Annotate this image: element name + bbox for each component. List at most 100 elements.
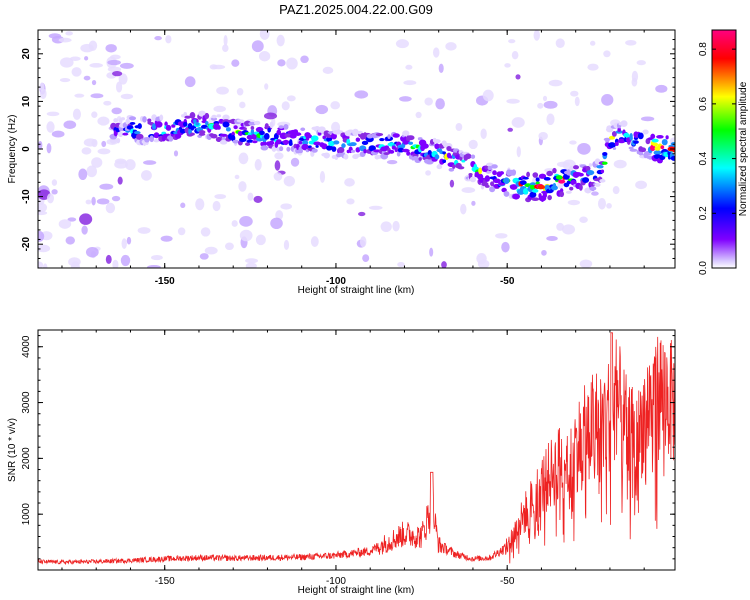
spectrogram-ridge-cell	[601, 161, 608, 165]
spectrogram-noise-cell	[48, 33, 62, 39]
spectrogram-noise-cell	[247, 192, 254, 201]
spectrogram-noise-cell	[204, 246, 218, 255]
spectrogram-noise-cell	[504, 63, 511, 68]
spectrogram-noise-cell	[625, 39, 637, 46]
spectrogram-noise-cell	[368, 205, 383, 210]
spectrogram-ridge-cell	[529, 191, 537, 198]
spectrogram-ridge-cell	[232, 139, 239, 144]
spectrogram-noise-cell	[97, 116, 110, 126]
spectrogram-ridge-cell	[535, 177, 540, 182]
spectrogram-noise-cell	[58, 37, 72, 43]
spectrogram-noise-cell	[96, 198, 110, 205]
spectrogram-ridge-cell	[286, 146, 291, 152]
spectrogram-noise-cell	[471, 200, 476, 206]
spectrogram-ridge-cell	[628, 146, 634, 150]
spectrogram-ridge-cell	[253, 120, 261, 126]
spectrogram-ridge-cell	[614, 141, 619, 146]
spectrogram-noise-cell	[501, 241, 510, 253]
spectrogram-noise-cell	[126, 236, 132, 245]
spectrogram-noise-cell	[89, 63, 103, 68]
spectrogram-noise-cell	[177, 227, 186, 236]
spectrogram-noise-cell	[556, 161, 570, 168]
spectrogram-ridge-cell	[402, 130, 410, 137]
spectrogram-ridge-cell	[647, 155, 653, 160]
spectrogram-ridge-cell	[653, 150, 662, 156]
spectrogram-y-label: Frequency (Hz)	[7, 115, 18, 184]
spectrogram-ridge-cell	[617, 138, 626, 144]
spectrogram-ridge-cell	[190, 132, 195, 136]
spectrogram-ridge-cell	[129, 116, 137, 121]
spectrogram-noise-cell	[468, 139, 478, 150]
spectrogram-noise-cell	[274, 160, 281, 171]
spectrogram-ridge-cell	[267, 127, 271, 133]
spectrogram-noise-cell	[85, 199, 92, 205]
spectrogram-noise-cell	[579, 216, 588, 223]
spectrogram-ridge-cell	[511, 169, 517, 176]
spectrogram-noise-cell	[70, 261, 80, 268]
spectrogram-ridge-cell	[300, 127, 306, 132]
spectrogram-noise-cell	[567, 199, 581, 206]
spectrogram-ridge-cell	[237, 131, 243, 136]
spectrogram-noise-cell	[79, 213, 93, 225]
spectrogram-noise-cell	[613, 159, 627, 169]
spectrogram-ridge-cell	[637, 132, 644, 140]
spectrogram-noise-cell	[120, 93, 134, 100]
spectrogram-noise-cell	[476, 253, 487, 265]
spectrogram-noise-cell	[71, 67, 82, 77]
spectrogram-ridge-cell	[503, 191, 510, 197]
spectrogram-noise-cell	[405, 64, 413, 70]
spectrogram-ridge-cell	[126, 125, 134, 130]
spectrogram-noise-cell	[199, 253, 209, 260]
spectrogram-noise-cell	[212, 200, 221, 212]
spectrogram-noise-cell	[546, 113, 555, 126]
spectrogram-noise-cell	[283, 175, 295, 187]
spectrogram-ridge-cell	[559, 191, 565, 198]
spectrogram-noise-cell	[516, 146, 521, 158]
spectrogram-noise-cell	[116, 81, 123, 93]
spectrogram-noise-cell	[173, 150, 179, 157]
spectrogram-ridge-cell	[550, 185, 558, 191]
spectrogram-noise-cell	[277, 59, 286, 67]
spectrogram-ridge-cell	[193, 119, 197, 124]
spectrogram-noise-cell	[251, 40, 264, 53]
spectrogram-noise-cell	[429, 247, 434, 257]
spectrogram-ridge-cell	[189, 112, 196, 119]
spectrogram-ridge-cell	[195, 122, 200, 126]
spectrogram-noise-cell	[147, 264, 161, 268]
spectrogram-noise-cell	[254, 159, 262, 171]
spectrogram-ridge-cell	[135, 133, 144, 140]
spectrogram-noise-cell	[200, 227, 211, 237]
spectrogram-ridge-cell	[260, 145, 269, 151]
spectrogram-noise-cell	[90, 93, 104, 99]
spectrogram-noise-cell	[358, 211, 366, 217]
spectrogram-noise-cell	[114, 160, 128, 169]
spectrogram-noise-cell	[165, 35, 172, 44]
spectrogram-ridge-cell	[492, 170, 497, 176]
spectrogram-ridge-cell	[289, 139, 293, 146]
spectrogram-noise-cell	[216, 86, 229, 95]
spectrogram-ridge-cell	[245, 142, 251, 146]
spectrogram-ridge-cell	[491, 164, 498, 169]
spectrogram-noise-cell	[184, 76, 196, 88]
spectrogram-noise-cell	[480, 128, 487, 140]
spectrogram-noise-cell	[103, 100, 112, 106]
spectrogram-ridge-cell	[656, 134, 664, 139]
spectrogram-noise-cell	[541, 249, 547, 256]
spectrogram-noise-cell	[344, 178, 355, 187]
spectrogram-ridge-cell	[565, 190, 572, 194]
spectrogram-noise-cell	[225, 242, 234, 251]
spectrogram-ridge-cell	[448, 167, 455, 172]
colorbar-tick-label: 0.0	[698, 261, 709, 275]
spectrogram-noise-cell	[274, 152, 284, 160]
spectrogram-noise-cell	[587, 63, 599, 71]
spectrogram-noise-cell	[86, 165, 97, 178]
spectrogram-ridge-cell	[368, 145, 376, 152]
spectrogram-noise-cell	[438, 63, 444, 73]
spectrogram-ridge-cell	[611, 131, 617, 137]
spectrogram-noise-cell	[395, 39, 409, 49]
spectrogram-ridge-cell	[330, 132, 337, 140]
spectrogram-ridge-cell	[629, 148, 638, 152]
spectrogram-y-tick-label: 10	[21, 95, 32, 107]
snr-y-tick-label: 4000	[21, 335, 32, 358]
spectrogram-ridge-cell	[134, 130, 141, 135]
